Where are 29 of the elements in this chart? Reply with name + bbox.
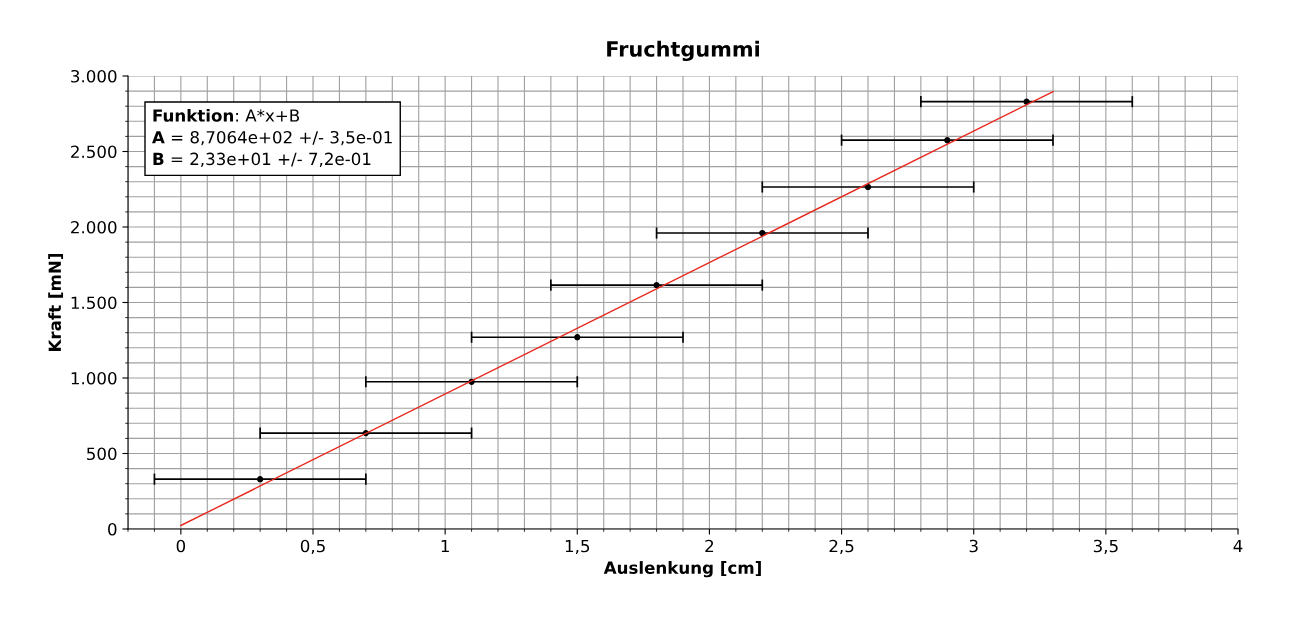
y-tick-label: 2.500: [71, 145, 117, 159]
y-tick-label: 3.000: [71, 69, 117, 83]
point: [944, 137, 951, 144]
point: [1023, 98, 1030, 105]
chart-title: Fruchtgummi: [607, 40, 759, 62]
annotation: A = 8,7064e+02 +/- 3,5e-01: [152, 130, 392, 146]
annotation: B = 2,33e+01 +/- 7,2e-01: [153, 152, 371, 167]
x-tick-label: 0,5: [300, 539, 325, 555]
point: [257, 476, 264, 483]
point: [864, 183, 872, 191]
y-tick-label: 0: [108, 522, 117, 536]
x-tick-label: 1,5: [565, 539, 590, 555]
annotation: Funktion: A*x+B: [153, 108, 300, 122]
x-axis-title: Auslenkung [cm]: [603, 561, 761, 578]
y-tick-label: 1.000: [71, 371, 117, 385]
point: [653, 282, 660, 289]
x-tick-label: 3,5: [1093, 539, 1118, 555]
x-tick-label: 3: [969, 539, 978, 553]
point: [574, 334, 581, 341]
y-tick-label: 2.000: [71, 220, 117, 234]
x-tick-label: 0: [176, 539, 186, 553]
y-tick-label: 500: [87, 447, 117, 461]
y-tick-label: 1.500: [71, 296, 117, 310]
x-tick-label: 2,5: [829, 539, 854, 555]
x-tick-label: 1: [441, 539, 449, 553]
x-tick-label: 4: [1233, 539, 1243, 553]
x-tick-label: 2: [705, 539, 714, 553]
point: [759, 229, 766, 237]
y-axis-title: Kraft [mN]: [48, 253, 64, 351]
